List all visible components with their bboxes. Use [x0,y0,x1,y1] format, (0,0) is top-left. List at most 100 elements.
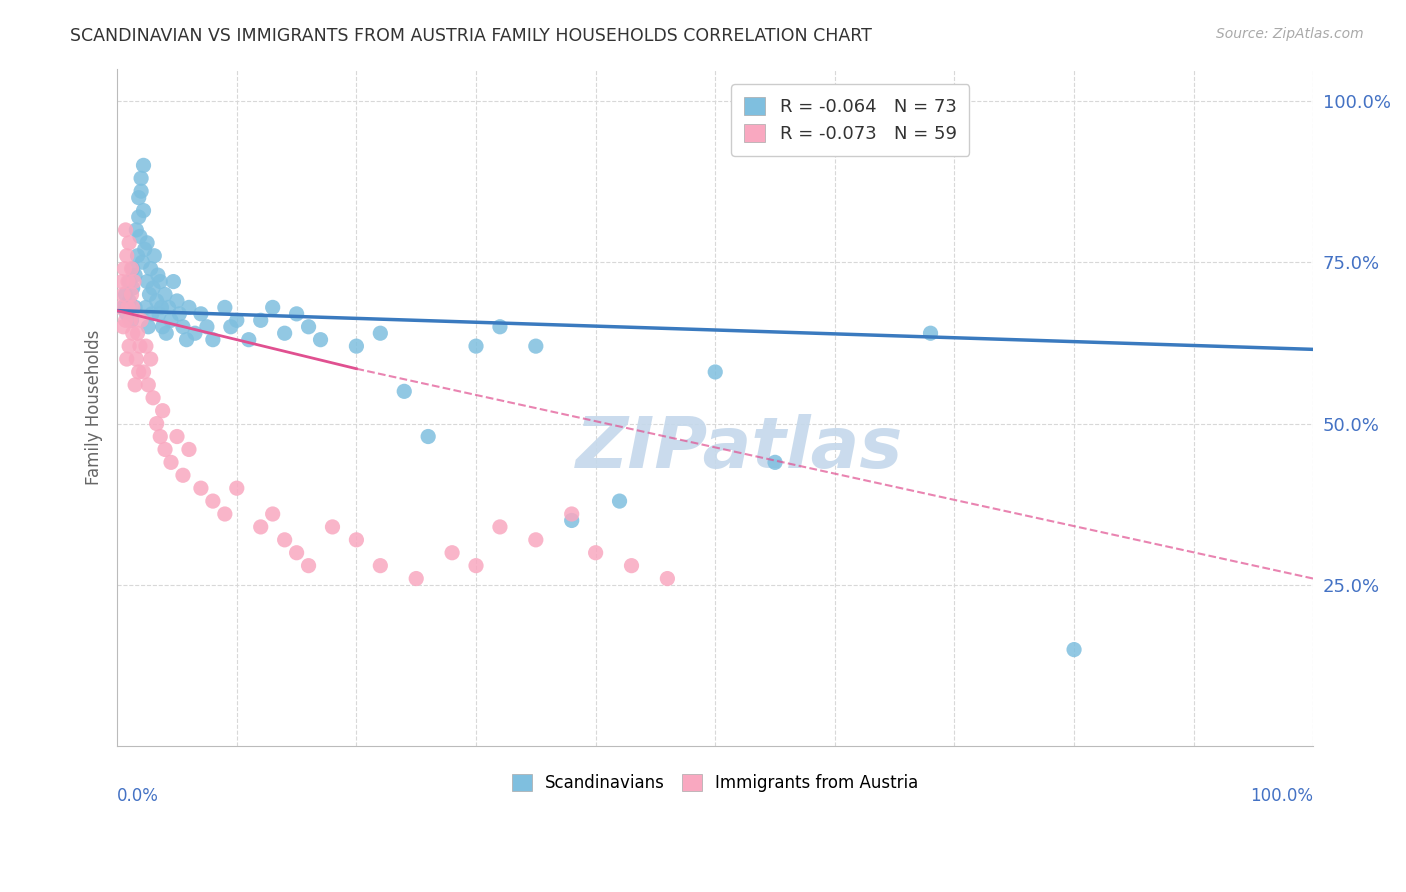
Point [110,301,132,315]
Point [160,313,183,327]
Point [139,261,162,276]
Text: 100.0%: 100.0% [1250,787,1313,805]
Point [128,210,150,224]
Point [370,326,392,341]
Point [152,319,174,334]
Point [114,313,136,327]
Point [465,558,488,573]
Point [201,333,224,347]
Point [273,326,295,341]
Point [129,184,152,198]
Point [128,191,150,205]
Point [141,307,163,321]
Point [132,203,155,218]
Point [121,313,143,327]
Text: SCANDINAVIAN VS IMMIGRANTS FROM AUSTRIA FAMILY HOUSEHOLDS CORRELATION CHART: SCANDINAVIAN VS IMMIGRANTS FROM AUSTRIA … [70,27,872,45]
Point [704,365,727,379]
Point [125,223,148,237]
Point [214,507,236,521]
Point [120,313,142,327]
Point [157,301,180,315]
Point [465,339,488,353]
Point [145,417,167,431]
Text: ZIPatlas: ZIPatlas [575,414,903,483]
Point [118,339,141,353]
Point [214,301,236,315]
Point [524,339,547,353]
Point [138,287,160,301]
Point [344,339,367,353]
Point [219,319,242,334]
Point [136,235,159,250]
Point [115,307,138,321]
Point [121,326,143,341]
Point [112,287,135,301]
Point [321,520,343,534]
Point [136,275,159,289]
Point [143,249,166,263]
Point [132,158,155,172]
Point [405,572,427,586]
Text: Source: ZipAtlas.com: Source: ZipAtlas.com [1216,27,1364,41]
Point [190,481,212,495]
Point [166,293,188,308]
Point [763,455,786,469]
Point [125,352,148,367]
Point [561,507,583,521]
Point [149,275,172,289]
Point [262,507,284,521]
Point [153,442,176,457]
Point [172,319,194,334]
Point [129,229,152,244]
Point [225,313,247,327]
Point [112,301,135,315]
Point [195,319,218,334]
Point [657,572,679,586]
Point [129,339,152,353]
Point [114,223,136,237]
Point [184,326,207,341]
Point [112,261,135,276]
Point [135,339,157,353]
Point [201,494,224,508]
Point [122,275,145,289]
Point [121,301,143,315]
Point [152,403,174,417]
Point [127,249,149,263]
Point [136,319,159,334]
Point [132,365,155,379]
Point [166,429,188,443]
Point [150,301,173,315]
Point [111,275,134,289]
Point [620,558,643,573]
Point [309,333,332,347]
Point [149,429,172,443]
Point [121,287,143,301]
Point [249,520,271,534]
Point [136,377,159,392]
Point [121,261,143,276]
Point [441,546,464,560]
Point [249,313,271,327]
Point [225,481,247,495]
Point [585,546,607,560]
Point [155,326,177,341]
Text: 0.0%: 0.0% [117,787,159,805]
Point [145,293,167,308]
Point [146,268,169,282]
Point [344,533,367,547]
Point [135,301,157,315]
Point [127,326,149,341]
Point [139,352,162,367]
Point [169,307,191,321]
Point [115,352,138,367]
Legend: Scandinavians, Immigrants from Austria: Scandinavians, Immigrants from Austria [505,768,925,799]
Point [115,249,138,263]
Point [124,301,146,315]
Point [134,242,156,256]
Point [162,275,184,289]
Point [176,333,198,347]
Point [177,301,200,315]
Point [273,533,295,547]
Point [129,171,152,186]
